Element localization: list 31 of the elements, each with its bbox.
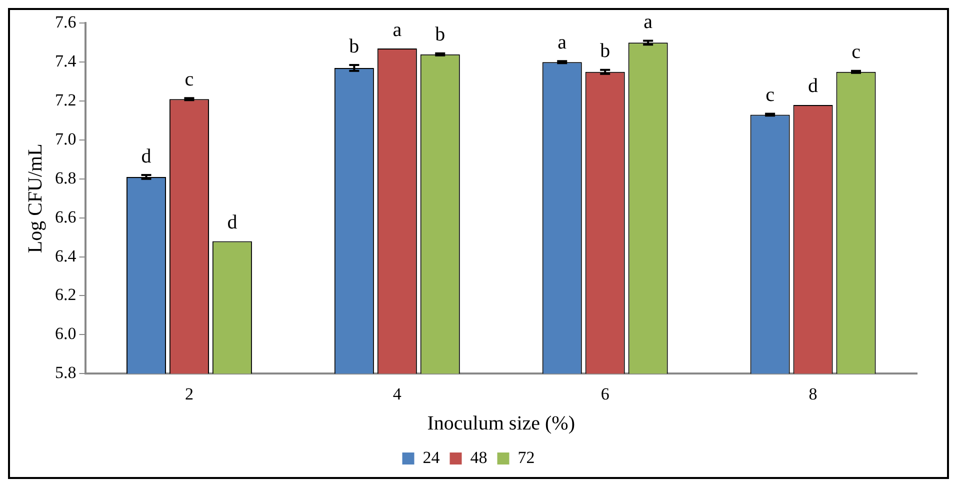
annotation: a	[644, 10, 653, 33]
annotation: b	[600, 40, 610, 62]
y-tick-label: 6.2	[55, 285, 76, 304]
legend-label: 72	[518, 448, 535, 467]
annotation: b	[349, 35, 360, 58]
y-tick-label: 6.4	[55, 246, 77, 266]
y-axis-title: Log CFU/mL	[24, 144, 46, 254]
annotation: c	[852, 41, 861, 64]
y-tick-label: 6.6	[55, 207, 76, 226]
y-tick-label: 6.0	[55, 324, 76, 344]
x-tick-label: 8	[808, 384, 818, 404]
annotation: c	[184, 68, 194, 90]
y-tick-label: 7.2	[55, 90, 76, 110]
x-axis-title: Inoculum size (%)	[427, 412, 575, 434]
x-tick-label: 4	[392, 384, 402, 404]
annotation: a	[392, 18, 402, 41]
legend-label: 48	[470, 448, 488, 467]
annotation: d	[141, 145, 152, 168]
y-tick-label: 7.0	[55, 129, 76, 148]
y-tick-label: 7.4	[55, 52, 77, 71]
x-tick-label: 6	[600, 384, 610, 404]
legend-label: 24	[422, 448, 440, 467]
annotation: a	[558, 31, 567, 54]
y-tick-label: 7.6	[55, 12, 76, 32]
annotation: b	[435, 24, 446, 46]
x-tick-label: 2	[184, 384, 194, 404]
annotation: d	[808, 75, 818, 98]
annotation: d	[227, 211, 238, 234]
y-tick-label: 6.8	[55, 168, 76, 188]
y-tick-label: 5.8	[55, 363, 76, 382]
annotation: c	[766, 84, 775, 106]
